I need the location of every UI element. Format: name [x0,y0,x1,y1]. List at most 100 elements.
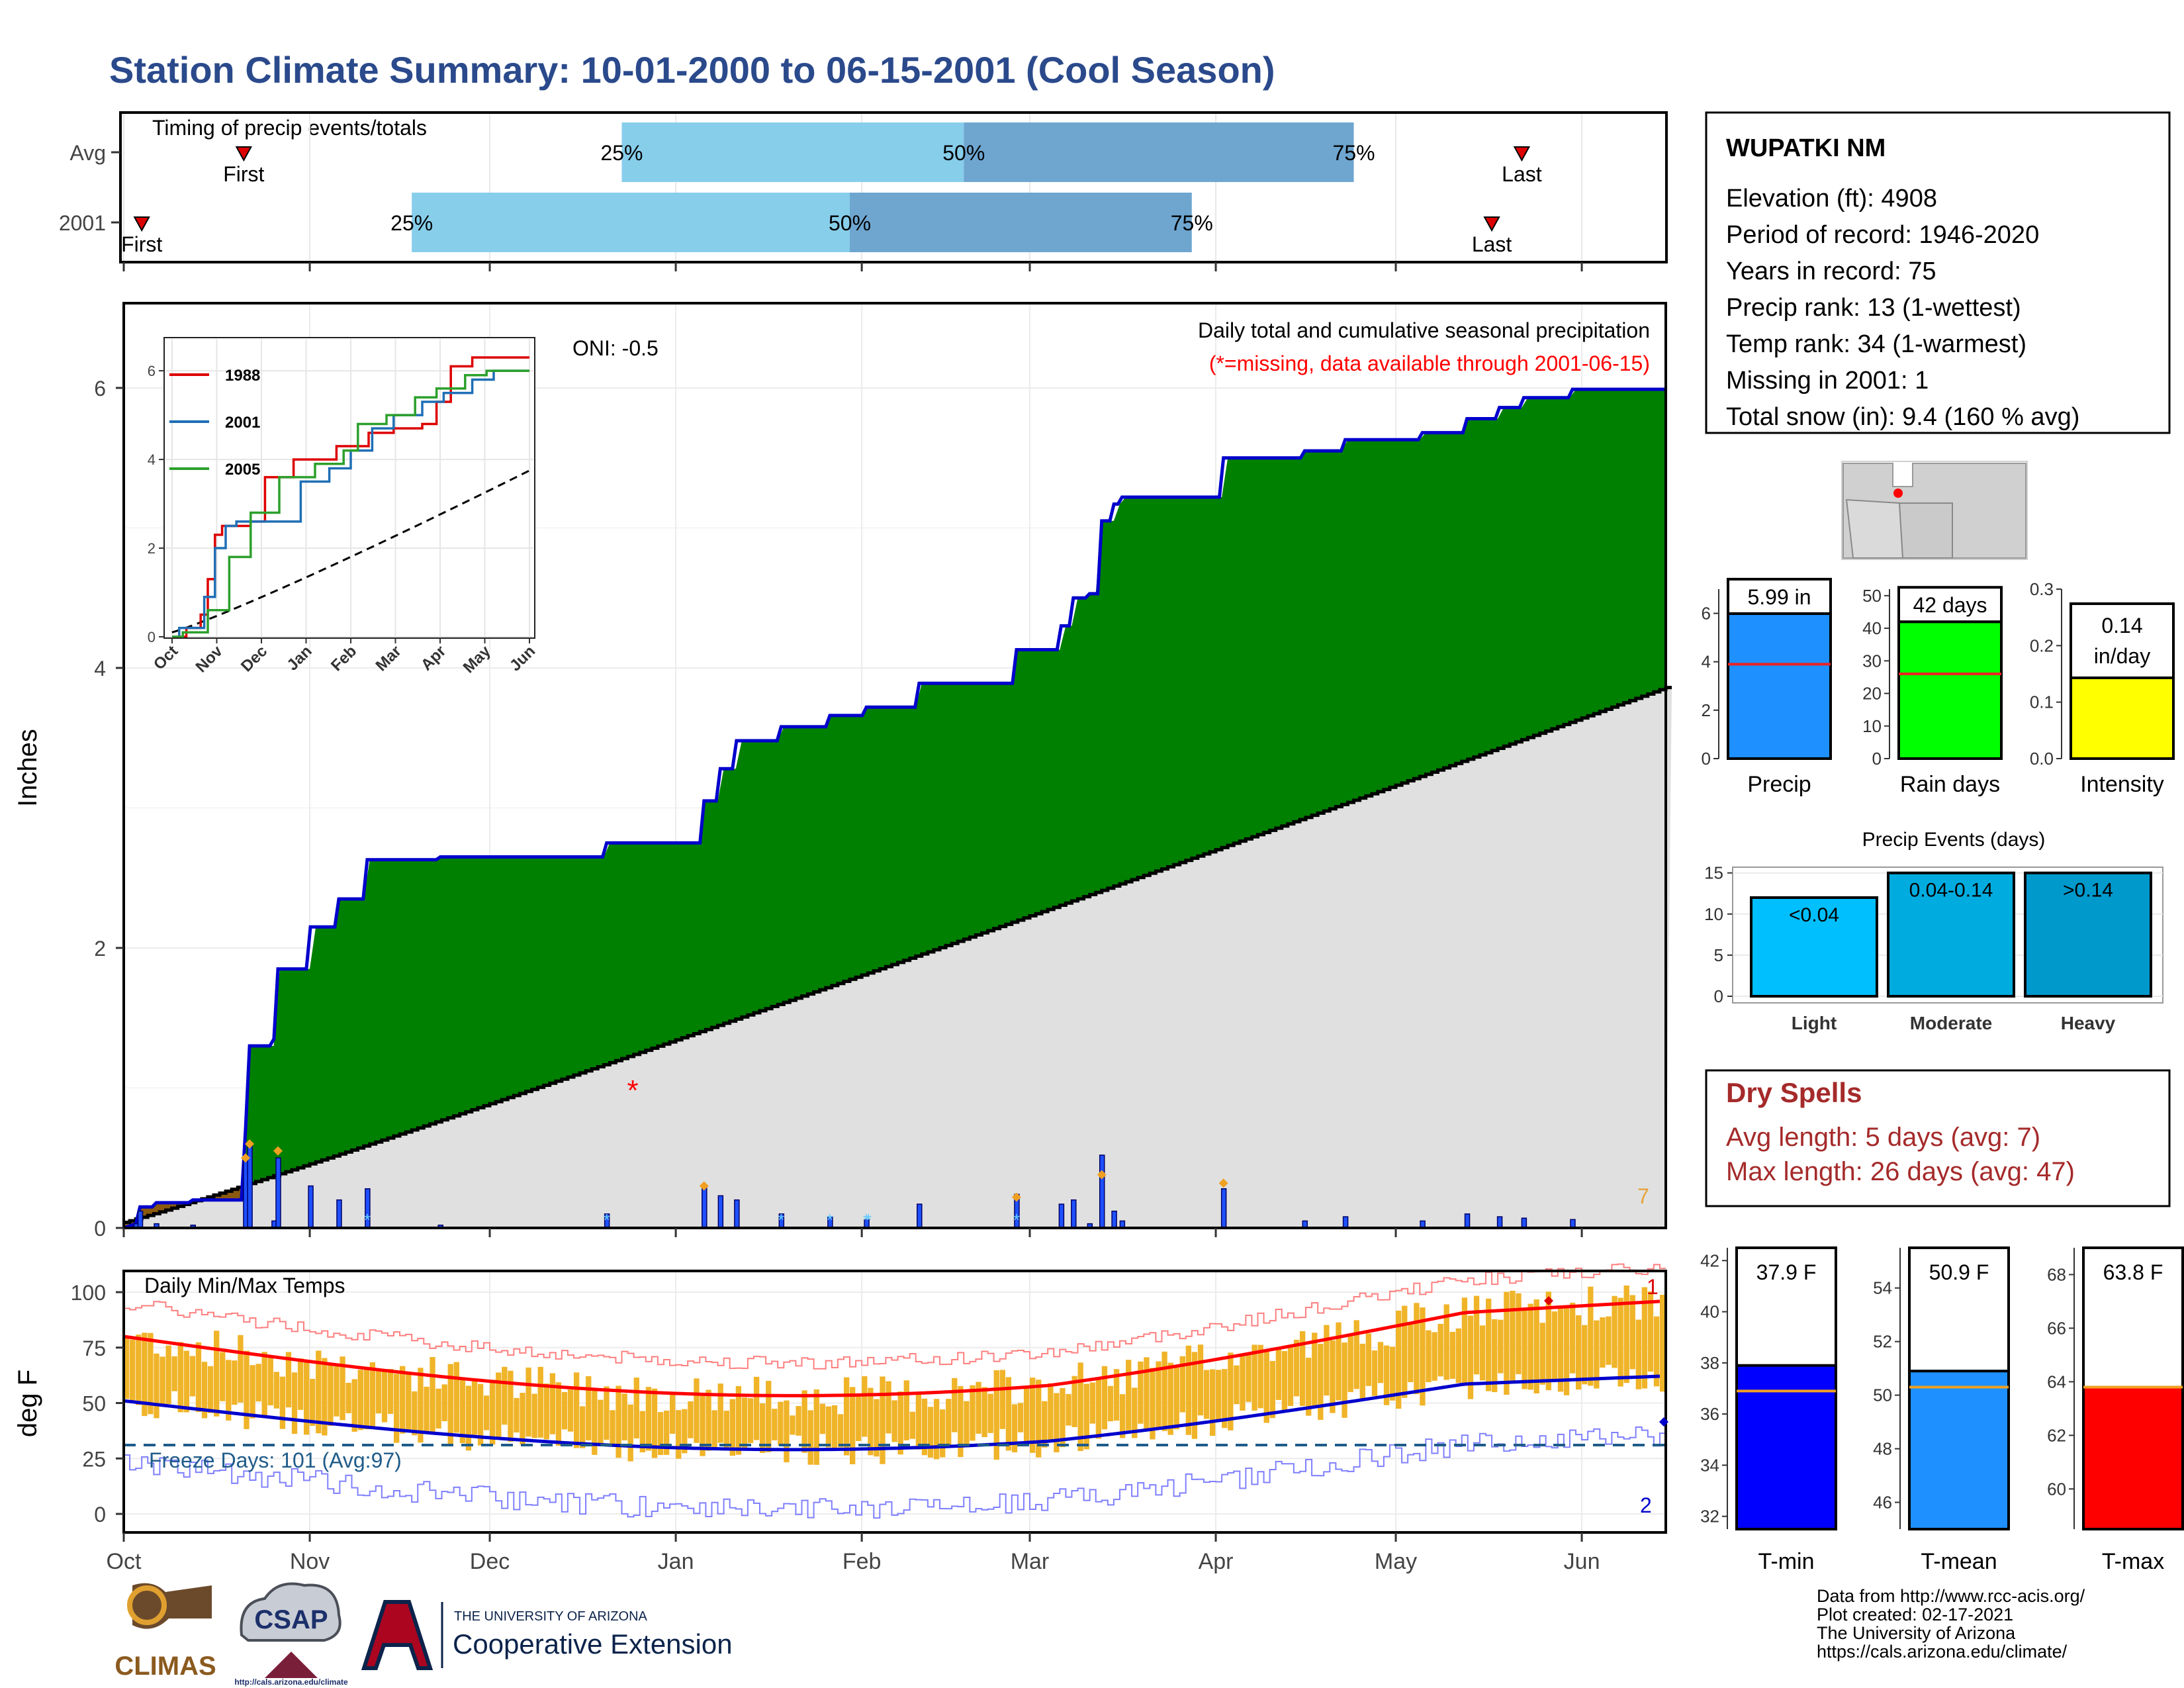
daily-temp-bar [334,1366,340,1417]
daily-temp-bar [1138,1361,1144,1424]
month-label: Oct [107,1549,142,1574]
tbar-y-tick-label: 34 [1700,1455,1719,1475]
temp-x-axis: Oct Nov Dec Jan Feb Mar Apr May Jun [107,1532,1600,1574]
daily-temp-bar [1449,1331,1455,1379]
daily-precip-bar [137,1210,144,1229]
daily-temp-bar [351,1379,357,1432]
daily-temp-bar [154,1353,159,1419]
daily-temp-bar [400,1366,406,1434]
timing-row-label: 2001 [59,211,106,235]
daily-temp-bar [1071,1376,1077,1427]
daily-precip-bar [717,1195,724,1229]
inset-legend: 1988 2001 2005 [169,367,260,479]
daily-temp-bar [700,1395,705,1456]
month-label: Feb [842,1549,882,1574]
snow-marker: * [865,1210,872,1230]
daily-temp-bar [598,1399,604,1444]
daily-temp-bar [261,1352,267,1419]
station-detail-line: Precip rank: 13 (1-wettest) [1726,294,2021,322]
daily-temp-bar [285,1352,292,1408]
inset-x-tick-label: Feb [328,642,360,675]
daily-temp-bar [639,1411,646,1452]
daily-temp-bar [195,1342,202,1413]
daily-temp-bar [1203,1370,1210,1419]
daily-temp-bar [903,1380,909,1440]
daily-temp-bar [406,1372,412,1433]
arizona-shape [1845,498,1904,559]
precip-y-tick-label: 4 [94,657,106,680]
month-label: Dec [470,1549,510,1574]
daily-temp-bar [490,1380,496,1445]
ua-small-text: THE UNIVERSITY OF ARIZONA [454,1609,648,1624]
daily-temp-bar [1371,1350,1378,1396]
daily-temp-bar [1306,1358,1312,1416]
inset-frame-bg [163,337,535,639]
daily-temp-bar [561,1391,568,1430]
record-high-marker [1544,1296,1553,1305]
daily-temp-bar [496,1372,502,1438]
timing-q75-label: 75% [1171,211,1213,235]
daily-temp-bar [670,1391,676,1434]
daily-temp-bar [1216,1370,1222,1420]
daily-temp-bar [1623,1286,1629,1383]
mini-y-tick-label: 4 [1702,652,1711,672]
daily-precip-bar [308,1185,314,1229]
daily-temp-bar [1275,1348,1282,1400]
station-frame [1705,111,2171,434]
university-of-arizona-logo: THE UNIVERSITY OF ARIZONA Cooperative Ex… [361,1600,733,1670]
mini-y-tick-label: 0.1 [2030,692,2054,712]
mini-bar-value-unit: in/day [2094,644,2150,668]
daily-temp-bar [946,1399,952,1446]
daily-temp-bar [567,1389,574,1432]
daily-temp-bar [537,1366,543,1438]
events-bar-heavy [2024,871,2152,998]
daily-temp-bar [1539,1323,1545,1385]
dry-spells-title: Dry Spells [1726,1077,1862,1108]
mini-y-tick-label: 6 [1702,604,1711,624]
daily-temp-bar [375,1371,382,1414]
daily-temp-bar [1504,1291,1510,1395]
daily-temp-bar [310,1379,316,1427]
record-count: 7 [1637,1184,1649,1208]
record-min-line [124,1426,1666,1519]
daily-temp-bar [297,1358,304,1410]
events-bar-moderate [1887,871,2015,998]
daily-temp-bar [1473,1295,1480,1375]
daily-temp-bar [189,1356,196,1397]
daily-temp-bar [705,1389,711,1451]
daily-temp-bar [747,1398,754,1443]
timing-q25-label: 25% [390,211,433,235]
daily-temp-bar [357,1370,363,1430]
timing-first-marker [133,216,150,232]
daily-temp-bar [220,1352,226,1401]
daily-temp-bar [1377,1342,1384,1383]
daily-precip-bar [1521,1217,1527,1229]
timing-last-marker [1483,216,1500,232]
daily-temp-bar [1029,1378,1036,1453]
dry-avg-length: Avg length: 5 days (avg: 7) [1726,1123,2040,1152]
daily-temp-bar [813,1389,819,1465]
timing-q50-label: 50% [942,141,985,165]
timing-row-label: Avg [69,141,106,165]
daily-temp-bar [1606,1316,1612,1365]
daily-temp-bar [1257,1344,1263,1409]
record-marker [699,1181,709,1191]
daily-temp-bar [1432,1332,1437,1381]
inset-line-1988 [172,356,529,638]
tbar-y-tick-label: 46 [1873,1493,1892,1513]
daily-temp-bar [1324,1325,1330,1396]
record-low-count: 2 [1640,1493,1652,1517]
daily-precip-bar [1342,1216,1349,1229]
footer-line: Data from http://www.rcc-acis.org/ [1817,1586,2085,1606]
daily-temp-bar [1083,1383,1089,1450]
daily-temp-bar [525,1367,531,1437]
daily-temp-bar [1455,1328,1462,1383]
precip-frame [122,302,1667,1229]
daily-temp-bar [508,1370,514,1442]
timing-bar-q25-q50 [621,122,964,182]
footer-credits: Data from http://www.rcc-acis.org/Plot c… [1817,1586,2085,1662]
month-label: Nov [290,1549,330,1574]
daily-temp-bar [1443,1304,1449,1380]
seasonal-totals-charts: 0 2 4 6 5.99 in Precip 0 10 20 30 40 50 42 days Rain … [1702,577,2175,797]
daily-precip-bar [1496,1216,1503,1229]
